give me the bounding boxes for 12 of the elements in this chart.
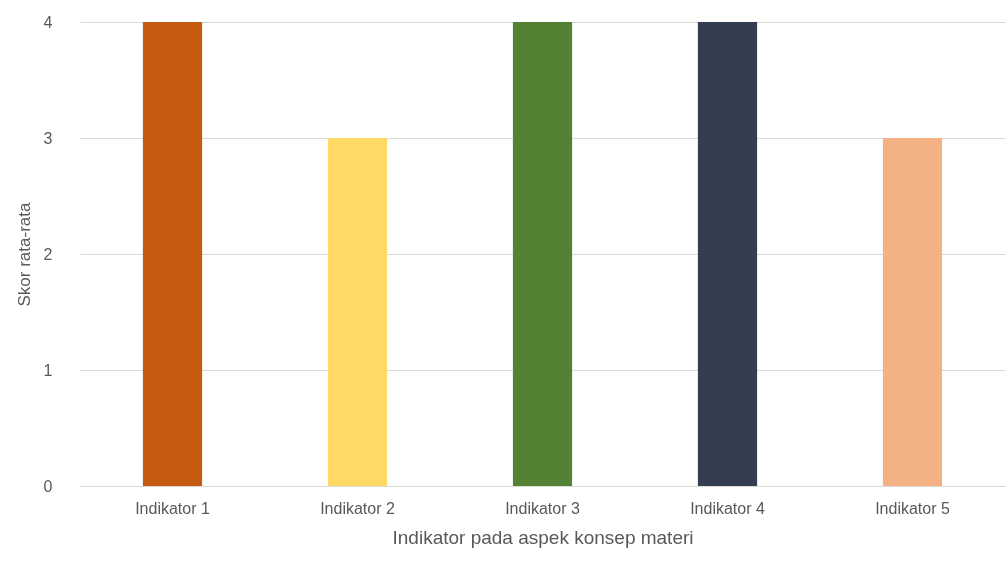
x-tick-label: Indikator 3 xyxy=(505,499,580,517)
x-tick-label: Indikator 5 xyxy=(875,499,950,517)
x-tick-label: Indikator 2 xyxy=(320,499,395,517)
y-tick-label: 3 xyxy=(43,129,53,147)
y-tick-label: 4 xyxy=(43,13,53,31)
y-tick-label: 1 xyxy=(43,361,53,379)
x-tick-label: Indikator 1 xyxy=(135,499,210,517)
x-axis-title: Indikator pada aspek konsep materi xyxy=(392,526,694,548)
y-tick-label: 0 xyxy=(43,477,53,495)
y-tick-label: 2 xyxy=(43,245,53,263)
y-axis-title: Skor rata-rata xyxy=(14,202,34,307)
x-tick-label: Indikator 4 xyxy=(690,499,765,517)
